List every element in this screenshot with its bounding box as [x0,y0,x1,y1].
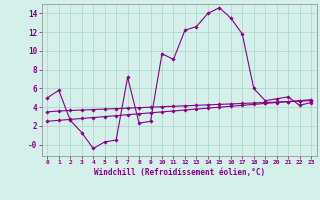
X-axis label: Windchill (Refroidissement éolien,°C): Windchill (Refroidissement éolien,°C) [94,168,265,177]
